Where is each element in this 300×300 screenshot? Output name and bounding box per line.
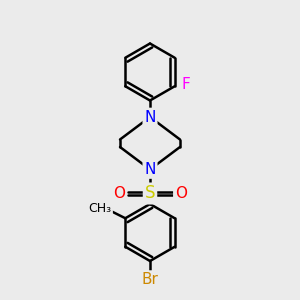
- Text: O: O: [175, 186, 187, 201]
- Text: Br: Br: [142, 272, 158, 287]
- Text: O: O: [113, 186, 125, 201]
- Text: S: S: [145, 184, 155, 202]
- Text: F: F: [182, 77, 190, 92]
- Text: CH₃: CH₃: [88, 202, 111, 215]
- Text: N: N: [144, 162, 156, 177]
- Text: N: N: [144, 110, 156, 124]
